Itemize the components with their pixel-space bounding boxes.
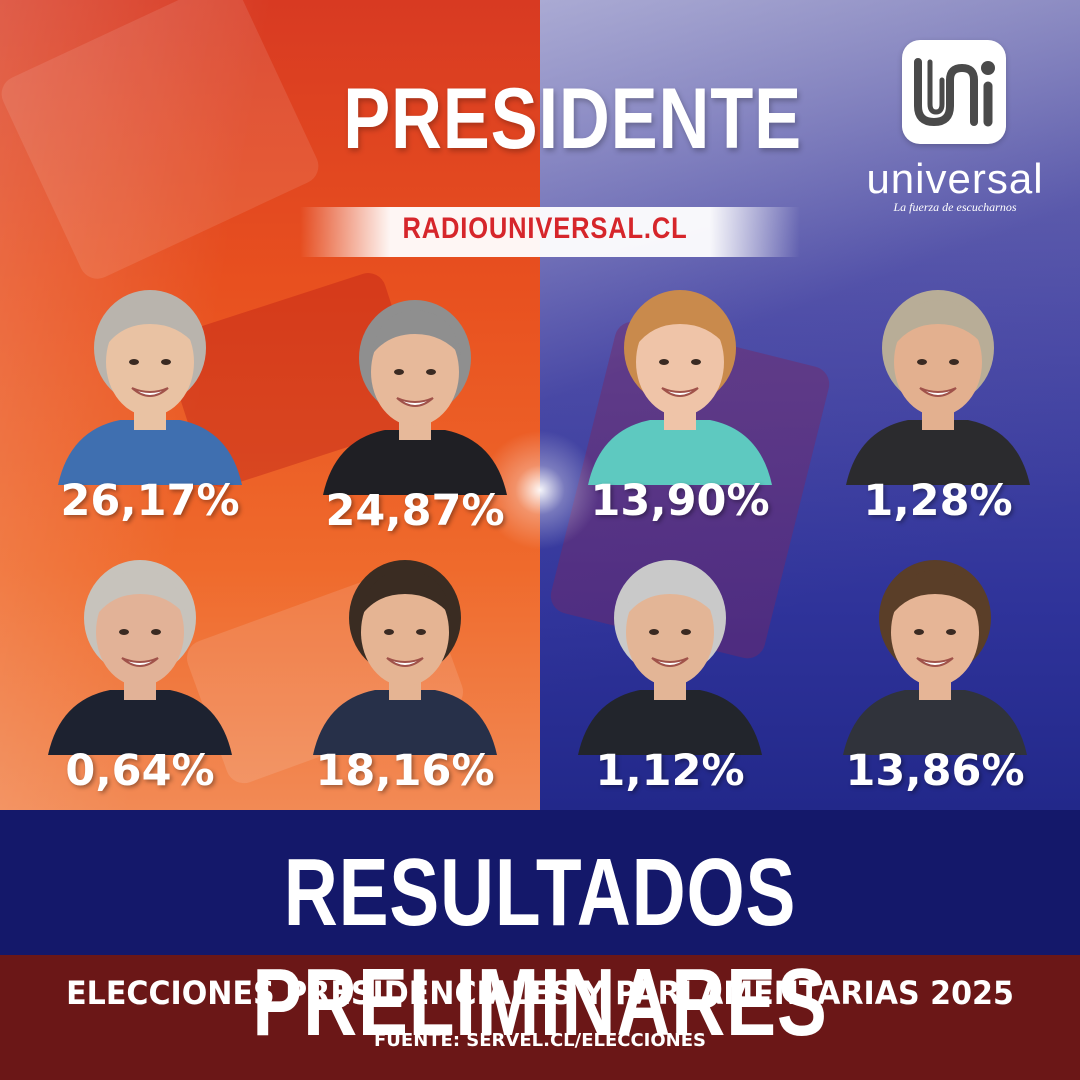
portrait-eye <box>119 629 129 635</box>
candidate-portrait <box>588 290 772 485</box>
candidate-card: 18,16% <box>295 550 515 810</box>
portrait-eye <box>129 359 139 365</box>
results-headline: RESULTADOS PRELIMINARES <box>252 839 828 1056</box>
candidate-card: 13,86% <box>825 550 1045 810</box>
portrait-eye <box>649 629 659 635</box>
portrait-clothing <box>843 690 1027 755</box>
portrait-smile <box>396 397 434 407</box>
portrait-hair-fringe <box>891 570 981 616</box>
portrait-eye <box>659 359 669 365</box>
portrait-eye <box>681 629 691 635</box>
candidate-percentage: 26,17% <box>60 476 240 526</box>
candidate-card: 13,90% <box>570 280 790 540</box>
portrait-eye <box>691 359 701 365</box>
candidate-percentage: 13,90% <box>590 476 770 526</box>
candidate-portrait <box>578 560 762 755</box>
portrait-eye <box>151 629 161 635</box>
portrait-clothing <box>58 420 242 485</box>
url-banner <box>300 207 800 257</box>
portrait-smile <box>651 657 689 667</box>
portrait-face <box>626 578 714 686</box>
source-credit: FUENTE: SERVEL.CL/ELECCIONES <box>373 1030 707 1051</box>
portrait-smile <box>121 657 159 667</box>
logo-mark-icon <box>914 58 995 127</box>
headline-band <box>0 810 1080 955</box>
portrait-smile <box>661 387 699 397</box>
portrait-clothing <box>48 690 232 755</box>
portrait-clothing <box>846 420 1030 485</box>
portrait-smile <box>919 387 957 397</box>
page-title: PRESIDENTE <box>343 71 803 167</box>
candidate-card: 0,64% <box>30 550 250 810</box>
portrait-hair-fringe <box>96 570 186 616</box>
candidate-portrait <box>846 290 1030 485</box>
candidate-percentage: 1,28% <box>863 476 1013 526</box>
portrait-face <box>636 308 724 416</box>
website-url: RADIOUNIVERSAL.CL <box>402 212 688 245</box>
left-panel-background <box>0 0 540 810</box>
portrait-face <box>371 318 459 426</box>
portrait-face <box>894 308 982 416</box>
logo-wordmark: universal <box>866 155 1044 202</box>
candidate-percentage: 18,16% <box>315 746 495 796</box>
portrait-smile <box>386 657 424 667</box>
portrait-eye <box>416 629 426 635</box>
portrait-eye <box>161 359 171 365</box>
portrait-hair-fringe <box>361 570 451 616</box>
universal-logo-icon <box>902 40 1006 144</box>
portrait-eye <box>394 369 404 375</box>
logo-tagline: La fuerza de escucharnos <box>893 200 1017 214</box>
portrait-face <box>361 578 449 686</box>
candidate-portrait <box>843 560 1027 755</box>
portrait-hair-fringe <box>371 310 461 356</box>
candidate-card: 26,17% <box>40 280 260 540</box>
portrait-eye <box>949 359 959 365</box>
candidate-card: 24,87% <box>305 290 525 550</box>
footer-band <box>0 955 1080 1080</box>
portrait-clothing <box>588 420 772 485</box>
portrait-clothing <box>313 690 497 755</box>
portrait-eye <box>946 629 956 635</box>
candidate-portrait <box>323 300 507 495</box>
portrait-hair-fringe <box>626 570 716 616</box>
portrait-clothing <box>323 430 507 495</box>
portrait-clothing <box>578 690 762 755</box>
portrait-face <box>96 578 184 686</box>
candidate-portrait <box>58 290 242 485</box>
portrait-eye <box>917 359 927 365</box>
portrait-face <box>106 308 194 416</box>
portrait-hair-fringe <box>894 300 984 346</box>
portrait-hair-fringe <box>106 300 196 346</box>
portrait-smile <box>131 387 169 397</box>
portrait-eye <box>426 369 436 375</box>
elections-subtitle: ELECCIONES PRESIDENCIALES Y PARLAMENTARI… <box>66 974 1014 1012</box>
portrait-eye <box>914 629 924 635</box>
candidate-portrait <box>48 560 232 755</box>
candidate-percentage: 1,12% <box>595 746 745 796</box>
portrait-smile <box>916 657 954 667</box>
portrait-hair-fringe <box>636 300 726 346</box>
candidate-percentage: 13,86% <box>845 746 1025 796</box>
candidate-percentage: 0,64% <box>65 746 215 796</box>
portrait-face <box>891 578 979 686</box>
candidate-portrait <box>313 560 497 755</box>
portrait-eye <box>384 629 394 635</box>
candidate-percentage: 24,87% <box>325 486 505 536</box>
candidate-card: 1,12% <box>560 550 780 810</box>
candidate-card: 1,28% <box>828 280 1048 540</box>
